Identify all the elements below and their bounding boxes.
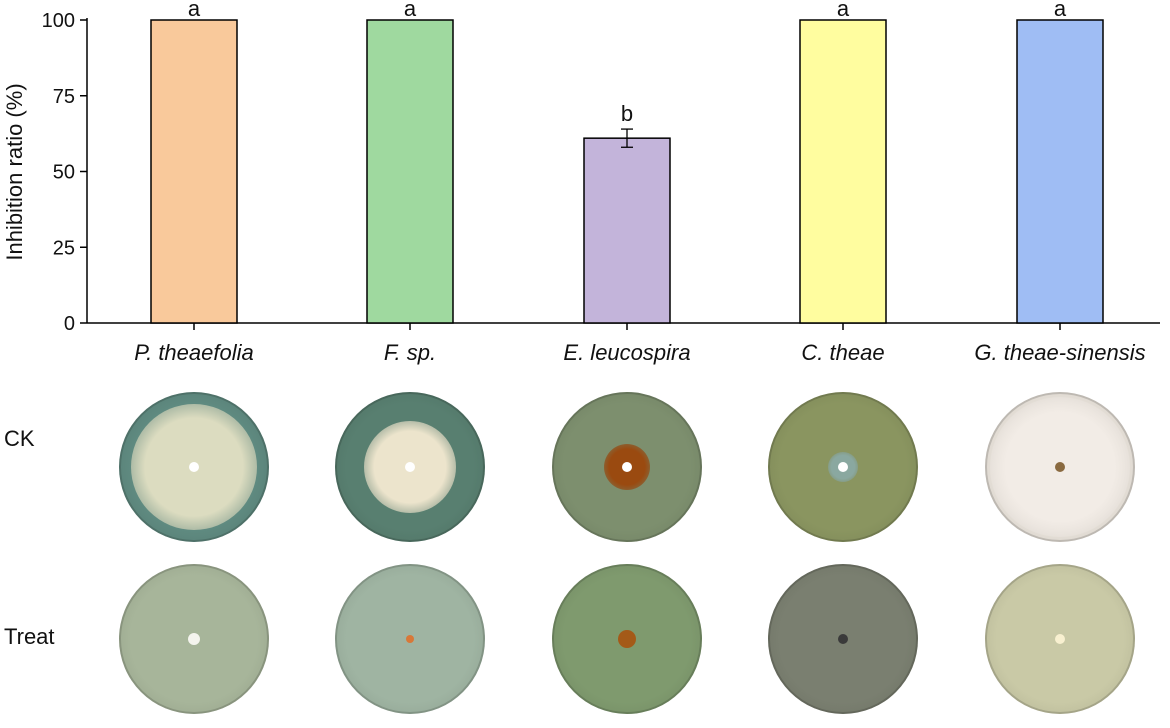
ck-row-label: CK bbox=[4, 426, 35, 451]
x-tick-label: G. theae-sinensis bbox=[974, 340, 1145, 365]
fungal-colony bbox=[406, 635, 414, 643]
significance-label: a bbox=[404, 0, 417, 21]
bar bbox=[366, 19, 454, 324]
significance-label: b bbox=[621, 101, 633, 126]
inoculum-plug bbox=[189, 462, 199, 472]
significance-label: a bbox=[837, 0, 850, 21]
bar bbox=[799, 19, 887, 324]
ck-petri-dish bbox=[768, 392, 918, 542]
ck-petri-dish bbox=[119, 392, 269, 542]
y-tick-label: 0 bbox=[64, 313, 75, 335]
x-tick-label: C. theae bbox=[801, 340, 884, 365]
fungal-colony bbox=[618, 630, 636, 648]
ck-petri-dish bbox=[335, 392, 485, 542]
y-axis-label: Inhibition ratio (%) bbox=[2, 83, 27, 260]
significance-label: a bbox=[188, 0, 201, 21]
x-tick-label: P. theaefolia bbox=[134, 340, 253, 365]
x-tick-label: E. leucospira bbox=[563, 340, 690, 365]
bar bbox=[583, 137, 671, 324]
ck-petri-dish bbox=[552, 392, 702, 542]
ck-petri-dish bbox=[985, 392, 1135, 542]
fungal-colony bbox=[838, 634, 848, 644]
chart-bars: a a b a a bbox=[150, 0, 1104, 324]
inoculum-plug bbox=[405, 462, 415, 472]
y-tick-label: 25 bbox=[53, 237, 75, 259]
treat-petri-dish bbox=[119, 564, 269, 714]
significance-label: a bbox=[1054, 0, 1067, 21]
fungal-colony bbox=[1055, 634, 1065, 644]
fungal-colony bbox=[188, 633, 200, 645]
bar bbox=[150, 19, 238, 324]
bar-chart: 0 25 50 75 100 P. theaefolia F. sp. E. leucospi… bbox=[2, 0, 1160, 365]
chart-axes: 0 25 50 75 100 P. theaefolia F. sp. E. leucospi… bbox=[42, 10, 1160, 365]
bar bbox=[1016, 19, 1104, 324]
treat-petri-dish bbox=[335, 564, 485, 714]
treat-petri-dish bbox=[552, 564, 702, 714]
treat-petri-dish bbox=[768, 564, 918, 714]
y-tick-label: 100 bbox=[42, 10, 75, 32]
x-tick-label: F. sp. bbox=[384, 340, 436, 365]
treat-row-label: Treat bbox=[4, 624, 55, 649]
treat-petri-dish bbox=[985, 564, 1135, 714]
y-tick-label: 50 bbox=[53, 162, 75, 184]
inoculum-plug bbox=[838, 462, 848, 472]
y-tick-label: 75 bbox=[53, 86, 75, 108]
inoculum-plug bbox=[622, 462, 632, 472]
inoculum-plug bbox=[1055, 462, 1065, 472]
